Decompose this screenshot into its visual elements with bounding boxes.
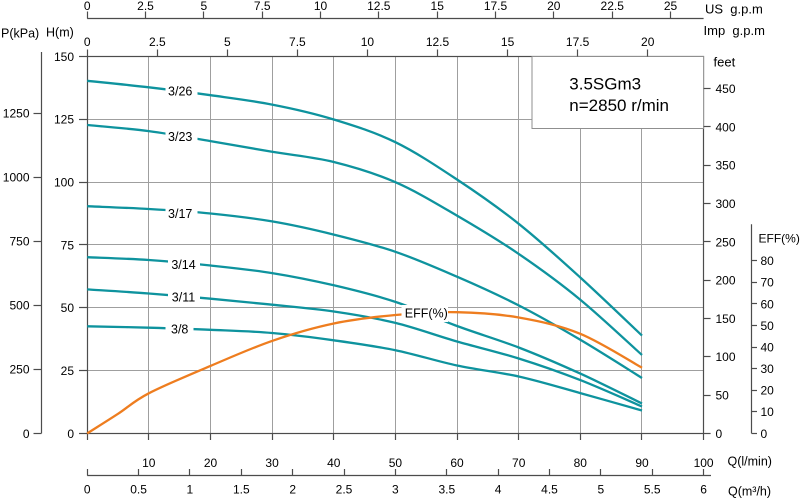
- svg-text:0: 0: [84, 0, 91, 13]
- svg-text:12.5: 12.5: [426, 35, 450, 49]
- svg-text:250: 250: [716, 235, 736, 249]
- svg-text:15: 15: [431, 0, 445, 13]
- svg-text:500: 500: [9, 299, 29, 313]
- svg-text:Q(l/min): Q(l/min): [728, 454, 772, 468]
- svg-text:5.5: 5.5: [644, 483, 661, 497]
- svg-text:10: 10: [142, 456, 156, 470]
- svg-text:150: 150: [716, 312, 736, 326]
- svg-text:7.5: 7.5: [289, 35, 306, 49]
- svg-text:250: 250: [9, 363, 29, 377]
- svg-text:7.5: 7.5: [254, 0, 271, 13]
- svg-text:750: 750: [9, 235, 29, 249]
- svg-text:3.5: 3.5: [438, 483, 455, 497]
- svg-text:5: 5: [598, 483, 605, 497]
- svg-text:3/11: 3/11: [172, 291, 195, 305]
- svg-text:100: 100: [694, 456, 714, 470]
- svg-text:40: 40: [761, 340, 775, 354]
- svg-text:400: 400: [716, 120, 736, 134]
- svg-text:200: 200: [716, 274, 736, 288]
- svg-text:20: 20: [547, 0, 561, 13]
- svg-text:125: 125: [54, 113, 74, 127]
- svg-text:450: 450: [716, 82, 736, 96]
- svg-text:3/26: 3/26: [168, 84, 192, 98]
- svg-text:10: 10: [361, 35, 375, 49]
- svg-text:3: 3: [392, 483, 399, 497]
- svg-text:60: 60: [450, 456, 464, 470]
- svg-text:3.5SGm3: 3.5SGm3: [569, 75, 641, 94]
- svg-text:50: 50: [61, 301, 75, 315]
- svg-text:EFF(%): EFF(%): [405, 307, 448, 321]
- svg-text:P(kPa): P(kPa): [1, 27, 39, 41]
- svg-text:1250: 1250: [3, 107, 30, 121]
- svg-text:90: 90: [635, 456, 649, 470]
- svg-text:0.5: 0.5: [130, 483, 147, 497]
- svg-text:15: 15: [501, 35, 515, 49]
- svg-text:4.5: 4.5: [541, 483, 558, 497]
- svg-text:350: 350: [716, 159, 736, 173]
- svg-text:40: 40: [327, 456, 341, 470]
- svg-text:5: 5: [201, 0, 208, 13]
- svg-text:6: 6: [700, 483, 707, 497]
- svg-text:n=2850 r/min: n=2850 r/min: [569, 96, 669, 115]
- svg-text:2.5: 2.5: [149, 35, 166, 49]
- svg-text:0: 0: [716, 427, 723, 441]
- svg-text:30: 30: [265, 456, 279, 470]
- svg-text:10: 10: [314, 0, 328, 13]
- svg-text:20: 20: [204, 456, 218, 470]
- svg-text:17.5: 17.5: [566, 35, 590, 49]
- svg-text:0: 0: [84, 35, 91, 49]
- svg-text:50: 50: [761, 319, 775, 333]
- svg-text:17.5: 17.5: [484, 0, 508, 13]
- svg-text:0: 0: [761, 427, 768, 441]
- svg-text:EFF(%): EFF(%): [759, 232, 800, 246]
- svg-text:2.5: 2.5: [336, 483, 353, 497]
- svg-text:300: 300: [716, 197, 736, 211]
- svg-text:30: 30: [761, 362, 775, 376]
- svg-text:25: 25: [61, 364, 75, 378]
- svg-text:100: 100: [54, 176, 74, 190]
- svg-text:US g.p.m: US g.p.m: [705, 2, 763, 17]
- svg-text:1: 1: [187, 483, 194, 497]
- svg-text:5: 5: [224, 35, 231, 49]
- svg-text:70: 70: [761, 276, 775, 290]
- svg-text:10: 10: [761, 405, 775, 419]
- svg-text:20: 20: [761, 384, 775, 398]
- svg-text:0: 0: [23, 427, 30, 441]
- svg-text:22.5: 22.5: [601, 0, 625, 13]
- svg-text:20: 20: [641, 35, 655, 49]
- svg-text:4: 4: [495, 483, 502, 497]
- svg-text:75: 75: [61, 238, 75, 252]
- svg-text:0: 0: [84, 483, 91, 497]
- svg-text:70: 70: [512, 456, 526, 470]
- svg-text:1.5: 1.5: [233, 483, 250, 497]
- svg-text:80: 80: [761, 254, 775, 268]
- svg-text:2: 2: [289, 483, 296, 497]
- svg-text:H(m): H(m): [46, 26, 74, 40]
- svg-text:feet: feet: [714, 55, 736, 70]
- svg-text:3/14: 3/14: [171, 258, 195, 272]
- svg-text:Imp g.p.m: Imp g.p.m: [704, 23, 765, 38]
- svg-text:50: 50: [389, 456, 403, 470]
- svg-text:50: 50: [716, 389, 730, 403]
- svg-text:150: 150: [54, 50, 74, 64]
- svg-text:2.5: 2.5: [137, 0, 154, 13]
- svg-text:1000: 1000: [3, 171, 30, 185]
- svg-text:100: 100: [716, 350, 736, 364]
- svg-text:Q(m³/h): Q(m³/h): [728, 485, 771, 499]
- svg-text:60: 60: [761, 297, 775, 311]
- svg-text:80: 80: [574, 456, 588, 470]
- svg-text:0: 0: [67, 427, 74, 441]
- svg-text:12.5: 12.5: [367, 0, 391, 13]
- svg-text:3/8: 3/8: [171, 323, 188, 337]
- svg-text:3/23: 3/23: [168, 130, 192, 144]
- svg-text:3/17: 3/17: [168, 207, 192, 221]
- svg-text:25: 25: [664, 0, 678, 13]
